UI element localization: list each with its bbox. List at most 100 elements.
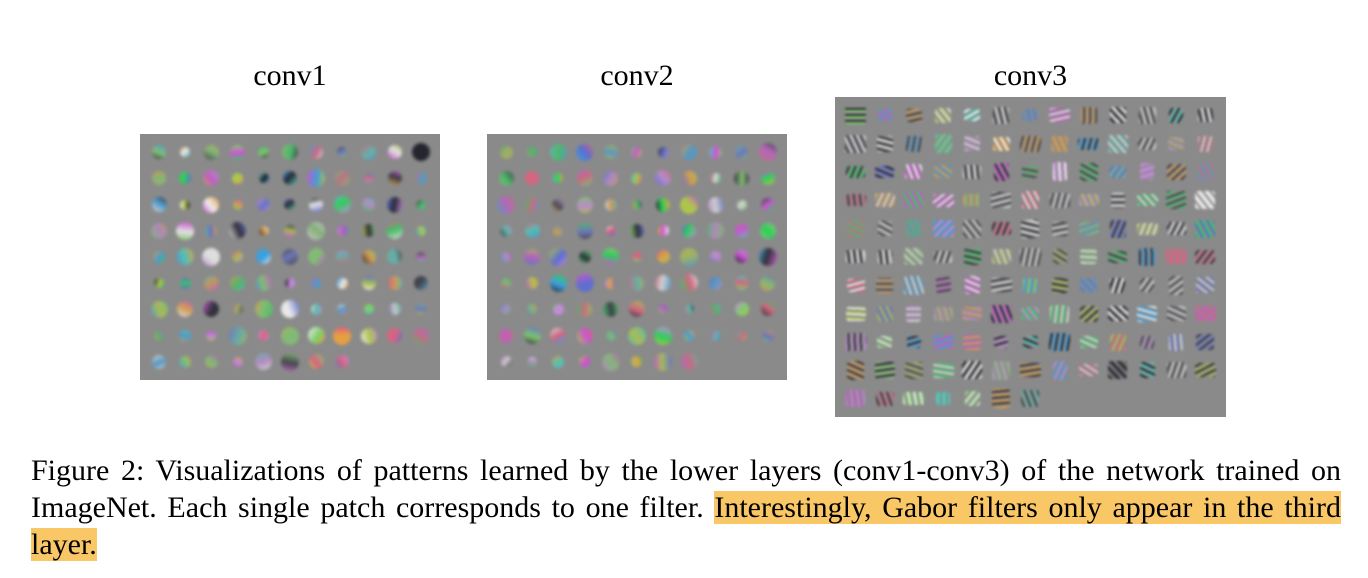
- filter-patch: [841, 300, 870, 328]
- filter-patch: [225, 323, 251, 349]
- filter-patch: [598, 270, 624, 296]
- filter-patch: [1074, 186, 1103, 214]
- filter-patch: [493, 218, 519, 244]
- filter-patch: [1074, 243, 1103, 271]
- filter-patch: [1045, 101, 1074, 129]
- filter-patch: [251, 218, 277, 244]
- filter-patch: [841, 101, 870, 129]
- filter-patch: [676, 191, 702, 217]
- filter-patch: [676, 349, 702, 375]
- filter-patch: [545, 139, 571, 165]
- conv2-title: conv2: [600, 59, 674, 92]
- filter-patch: [899, 158, 928, 186]
- filter-patch: [676, 139, 702, 165]
- filter-patch: [382, 191, 408, 217]
- filter-patch: [172, 191, 198, 217]
- filter-patch: [329, 323, 355, 349]
- filter-patch: [676, 270, 702, 296]
- filter-patch: [841, 271, 870, 299]
- filter-patch: [598, 218, 624, 244]
- filter-patch: [958, 356, 987, 384]
- filter-patch: [519, 296, 545, 322]
- filter-patch: [382, 218, 408, 244]
- filter-patch: [624, 349, 650, 375]
- filter-patch: [303, 270, 329, 296]
- filter-patch: [650, 270, 676, 296]
- filter-patch: [1191, 300, 1220, 328]
- filter-patch: [382, 165, 408, 191]
- filter-patch: [277, 323, 303, 349]
- filter-patch: [870, 328, 899, 356]
- filter-patch: [1191, 243, 1220, 271]
- filter-patch: [172, 270, 198, 296]
- filter-patch: [676, 296, 702, 322]
- filter-patch: [493, 165, 519, 191]
- filter-patch: [277, 244, 303, 270]
- filter-patch: [1016, 356, 1045, 384]
- filter-patch: [172, 218, 198, 244]
- filter-patch: [277, 139, 303, 165]
- filter-patch: [545, 165, 571, 191]
- filter-patch: [702, 296, 728, 322]
- filter-patch: [1045, 328, 1074, 356]
- filter-patch: [355, 323, 381, 349]
- filter-patch: [928, 356, 957, 384]
- filter-patch: [198, 139, 224, 165]
- filter-patch: [1162, 271, 1191, 299]
- filter-patch: [172, 323, 198, 349]
- filter-patch: [899, 328, 928, 356]
- filter-patch: [225, 296, 251, 322]
- filter-patch: [251, 296, 277, 322]
- filter-patch: [870, 385, 899, 413]
- filter-patch: [251, 191, 277, 217]
- filter-patch: [650, 296, 676, 322]
- filter-patch: [493, 244, 519, 270]
- filter-patch: [958, 214, 987, 242]
- filter-patch: [1162, 243, 1191, 271]
- filter-patch: [676, 218, 702, 244]
- filter-patch: [1045, 300, 1074, 328]
- filter-patch: [1045, 186, 1074, 214]
- filter-patch: [624, 296, 650, 322]
- filter-patch: [1103, 300, 1132, 328]
- filter-patch: [702, 191, 728, 217]
- filter-patch: [408, 244, 434, 270]
- filter-patch: [277, 191, 303, 217]
- filter-patch: [624, 270, 650, 296]
- filter-patch: [1016, 385, 1045, 413]
- filter-patch: [650, 218, 676, 244]
- filter-patch: [382, 244, 408, 270]
- filter-patch: [303, 218, 329, 244]
- filter-patch: [408, 139, 434, 165]
- filter-patch: [870, 271, 899, 299]
- filter-patch: [355, 191, 381, 217]
- filter-patch: [598, 349, 624, 375]
- filter-patch: [598, 244, 624, 270]
- filter-patch: [277, 218, 303, 244]
- filter-patch: [702, 270, 728, 296]
- filter-patch: [519, 349, 545, 375]
- filter-patch: [1016, 328, 1045, 356]
- filter-patch: [1133, 158, 1162, 186]
- filter-patch: [958, 300, 987, 328]
- filter-patch: [303, 165, 329, 191]
- filter-patch: [1103, 101, 1132, 129]
- filter-patch: [251, 244, 277, 270]
- filter-patch: [987, 214, 1016, 242]
- filter-patch: [1162, 214, 1191, 242]
- filter-patch: [729, 323, 755, 349]
- filter-patch: [1016, 214, 1045, 242]
- filter-patch: [303, 296, 329, 322]
- filter-patch: [329, 191, 355, 217]
- filter-patch: [493, 191, 519, 217]
- filter-patch: [1016, 129, 1045, 157]
- filter-patch: [329, 296, 355, 322]
- filter-patch: [493, 139, 519, 165]
- filter-patch: [870, 158, 899, 186]
- filter-patch: [1133, 271, 1162, 299]
- filter-patch: [870, 356, 899, 384]
- filter-patch: [598, 191, 624, 217]
- filter-patch: [493, 270, 519, 296]
- filter-patch: [1133, 328, 1162, 356]
- filter-patch: [225, 218, 251, 244]
